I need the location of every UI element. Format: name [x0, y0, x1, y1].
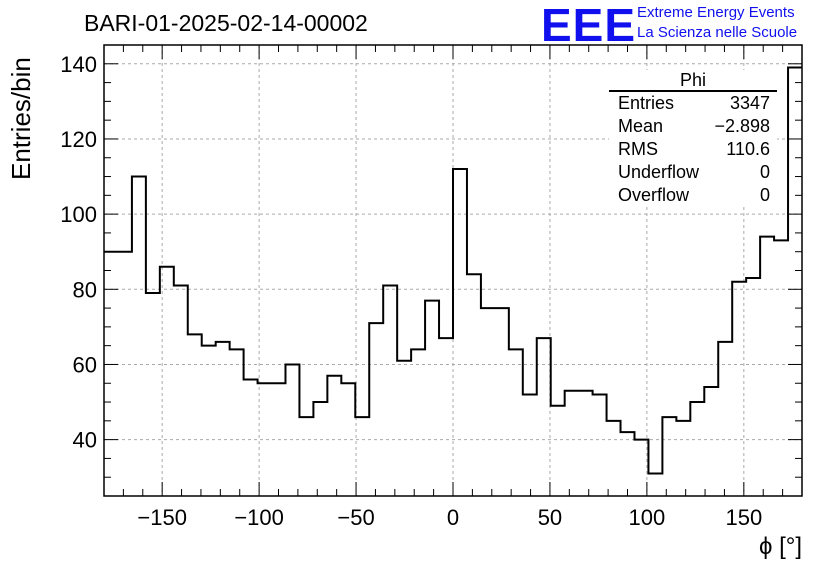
histogram-bin: [760, 237, 774, 496]
histogram-bin: [621, 432, 635, 496]
histogram-bin: [551, 406, 565, 496]
histogram-bin: [607, 421, 621, 496]
histogram-bin: [369, 323, 383, 496]
histogram-bin: [299, 417, 313, 496]
stats-label: Entries: [618, 93, 675, 113]
stats-row-rms: RMS 110.6: [609, 138, 777, 161]
histogram-bin: [216, 342, 230, 496]
histogram-bin: [146, 293, 160, 496]
histogram-bin: [411, 349, 425, 496]
histogram-bin: [481, 308, 495, 496]
histogram-bin: [118, 252, 132, 496]
y-tick-label: 120: [60, 127, 97, 152]
stats-label: Mean: [618, 116, 664, 136]
histogram-bin: [690, 402, 704, 496]
histogram-bin: [537, 338, 551, 496]
histogram-bin: [774, 240, 788, 496]
histogram-bin: [509, 349, 523, 496]
histogram-bin: [704, 387, 718, 496]
histogram-bin: [467, 274, 481, 496]
y-axis-label: Entries/bin: [6, 57, 36, 180]
eee-logo: EEE: [541, 0, 637, 51]
stats-value: 3347: [729, 93, 770, 113]
histogram-bin: [104, 252, 118, 496]
histogram-bin: [383, 286, 397, 496]
x-tick-label: 150: [725, 505, 762, 530]
stats-row-mean: Mean −2.898: [609, 115, 777, 138]
histogram-bin: [634, 440, 648, 496]
histogram-bin: [258, 383, 272, 496]
histogram-bin: [662, 417, 676, 496]
stats-value: 0: [759, 162, 770, 182]
histogram-bin: [453, 169, 467, 496]
y-tick-label: 40: [73, 428, 97, 453]
histogram-bin: [174, 286, 188, 496]
x-axis-label: ϕ [°]: [758, 533, 802, 560]
histogram-bin: [202, 346, 216, 496]
histogram-bin: [593, 395, 607, 496]
x-tick-label: 0: [447, 505, 459, 530]
logo-caption-line2: La Scienza nelle Scuole: [637, 24, 798, 41]
stats-row-underflow: Underflow 0: [609, 161, 777, 184]
histogram-bin: [188, 334, 202, 496]
histogram-bin: [676, 421, 690, 496]
histogram-bin: [285, 364, 299, 496]
histogram-bin: [230, 349, 244, 496]
stats-value: 110.6: [726, 139, 770, 159]
stats-box: Phi Entries 3347 Mean −2.898 RMS 110.6 U…: [609, 70, 777, 207]
chart-title: BARI-01-2025-02-14-00002: [84, 10, 368, 36]
y-tick-label: 100: [60, 202, 97, 227]
stats-value: 0: [759, 185, 770, 205]
x-tick-label: 50: [538, 505, 562, 530]
y-tick-label: 80: [73, 277, 97, 302]
y-tick-label: 60: [73, 352, 97, 377]
histogram-bin: [648, 473, 662, 496]
histogram-bin: [565, 391, 579, 496]
stats-value: −2.898: [714, 116, 770, 136]
histogram-bin: [718, 342, 732, 496]
histogram-bin: [425, 301, 439, 496]
stats-label: Overflow: [618, 185, 690, 205]
histogram-bin: [788, 68, 802, 496]
x-tick-label: −100: [234, 505, 284, 530]
logo-caption-line1: Extreme Energy Events: [637, 4, 795, 21]
histogram-bin: [313, 402, 327, 496]
stats-row-entries: Entries 3347: [609, 92, 777, 115]
histogram-bin: [341, 383, 355, 496]
stats-name: Phi: [609, 70, 777, 92]
stats-label: RMS: [618, 139, 658, 159]
x-tick-label: 100: [629, 505, 666, 530]
histogram-bin: [397, 361, 411, 496]
histogram-bin: [355, 417, 369, 496]
histogram-line: [104, 66, 802, 475]
histogram-bin: [439, 338, 453, 496]
stats-row-overflow: Overflow 0: [609, 184, 777, 207]
histogram-bin: [746, 278, 760, 496]
logo-caption: Extreme Energy Events La Scienza nelle S…: [637, 3, 797, 43]
y-tick-label: 140: [60, 52, 97, 77]
histogram-bin: [327, 376, 341, 496]
x-tick-label: −150: [137, 505, 187, 530]
histogram-bin: [132, 177, 146, 496]
histogram-bin: [579, 391, 593, 496]
histogram-bin: [523, 395, 537, 496]
stats-label: Underflow: [618, 162, 700, 182]
histogram-bin: [495, 308, 509, 496]
histogram-bin: [244, 379, 258, 496]
x-tick-label: −50: [337, 505, 374, 530]
